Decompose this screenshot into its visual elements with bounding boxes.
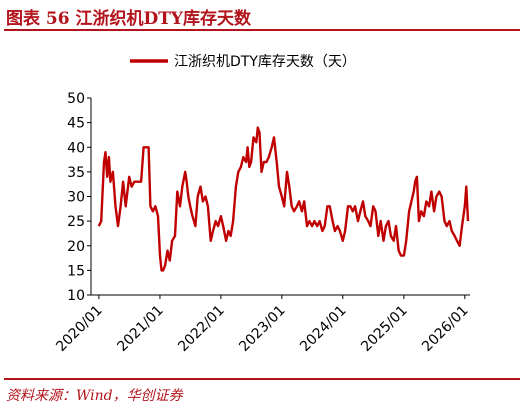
line-chart: 江浙织机DTY库存天数（天） 10 15 20 25 30 35 40 45 50 2020/0…: [53, 54, 472, 355]
x-tick-label: 2024/01: [297, 303, 349, 355]
x-tick-label: 2023/01: [236, 303, 288, 355]
y-axis: 10 15 20 25 30 35 40 45 50: [67, 91, 92, 304]
plot-area: [97, 126, 470, 272]
legend: 江浙织机DTY库存天数（天）: [130, 54, 356, 70]
y-tick-label: 25: [67, 214, 85, 230]
legend-label: 江浙织机DTY库存天数（天）: [174, 54, 356, 70]
x-tick-label: 2021/01: [114, 303, 166, 355]
y-tick-label: 10: [67, 288, 85, 304]
y-tick-label: 50: [67, 91, 85, 107]
x-tick-label: 2026/01: [419, 303, 471, 355]
y-tick-label: 40: [67, 140, 85, 156]
series-line: [97, 126, 470, 272]
y-tick-label: 15: [67, 263, 85, 279]
x-axis: 2020/01 2021/01 2022/01 2023/01 2024/01 2025/…: [53, 294, 472, 355]
source-note: 资料来源：Wind，华创证券: [6, 388, 183, 404]
y-tick-label: 20: [67, 239, 85, 255]
footer-rule: [4, 378, 520, 380]
y-tick-label: 35: [67, 165, 85, 181]
figure-title: 图表 56 江浙织机DTY库存天数: [6, 9, 252, 29]
x-tick-label: 2022/01: [175, 303, 227, 355]
y-tick-label: 30: [67, 190, 85, 206]
x-tick-label: 2025/01: [358, 303, 410, 355]
y-tick-label: 45: [67, 116, 85, 132]
x-tick-label: 2020/01: [53, 303, 105, 355]
title-rule: [4, 29, 520, 31]
